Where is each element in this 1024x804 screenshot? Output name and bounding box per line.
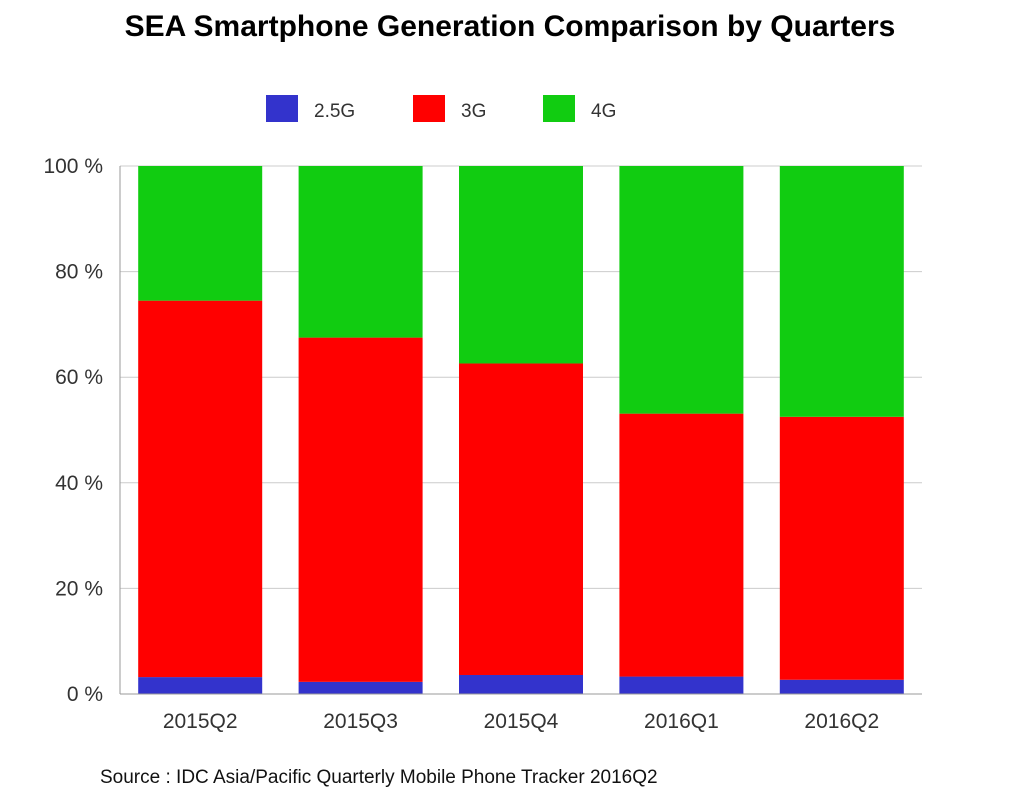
x-tick-label: 2016Q1	[644, 710, 719, 733]
legend-label-3G: 3G	[461, 101, 486, 122]
legend-swatch-3G	[413, 95, 445, 122]
chart-axes: 0 % 20 % 40 % 60 % 80 % 100 % 2015Q2 2015Q3 2015…	[43, 155, 922, 733]
y-tick-label: 60 %	[55, 366, 103, 389]
x-tick-label: 2015Q4	[484, 710, 559, 733]
bar-2015Q2-2.5G	[138, 677, 263, 694]
bar-2015Q4-2.5G	[459, 674, 583, 694]
x-tick-label: 2015Q2	[163, 710, 238, 733]
chart-bars	[138, 166, 904, 694]
bar-2015Q4-4G	[459, 166, 583, 364]
legend-swatch-2.5G	[266, 95, 298, 122]
y-tick-label: 100 %	[43, 155, 103, 178]
y-tick-label: 20 %	[55, 577, 103, 600]
bar-2015Q2-3G	[138, 300, 263, 678]
chart-legend: 2.5G 3G 4G	[266, 95, 616, 122]
bar-2015Q3-4G	[298, 166, 423, 338]
chart-title: SEA Smartphone Generation Comparison by …	[124, 10, 896, 43]
bar-2016Q2-4G	[779, 166, 904, 417]
legend-label-2.5G: 2.5G	[314, 101, 355, 122]
bar-2016Q2-2.5G	[779, 679, 904, 694]
legend-swatch-4G	[543, 95, 575, 122]
bar-2015Q3-3G	[298, 337, 423, 682]
x-tick-label: 2016Q2	[804, 710, 879, 733]
bar-2015Q3-2.5G	[298, 681, 423, 694]
legend-label-4G: 4G	[591, 101, 616, 122]
x-tick-label: 2015Q3	[323, 710, 398, 733]
y-tick-label: 80 %	[55, 261, 103, 284]
bar-2016Q1-2.5G	[619, 676, 744, 694]
y-tick-label: 40 %	[55, 472, 103, 495]
y-tick-label: 0 %	[67, 683, 103, 706]
source-note: Source : IDC Asia/Pacific Quarterly Mobi…	[100, 767, 658, 788]
bar-2016Q1-3G	[619, 413, 744, 677]
bar-2015Q2-4G	[138, 166, 263, 301]
bar-2016Q2-3G	[779, 416, 904, 680]
bar-2016Q1-4G	[619, 166, 744, 414]
bar-2015Q4-3G	[459, 363, 583, 675]
